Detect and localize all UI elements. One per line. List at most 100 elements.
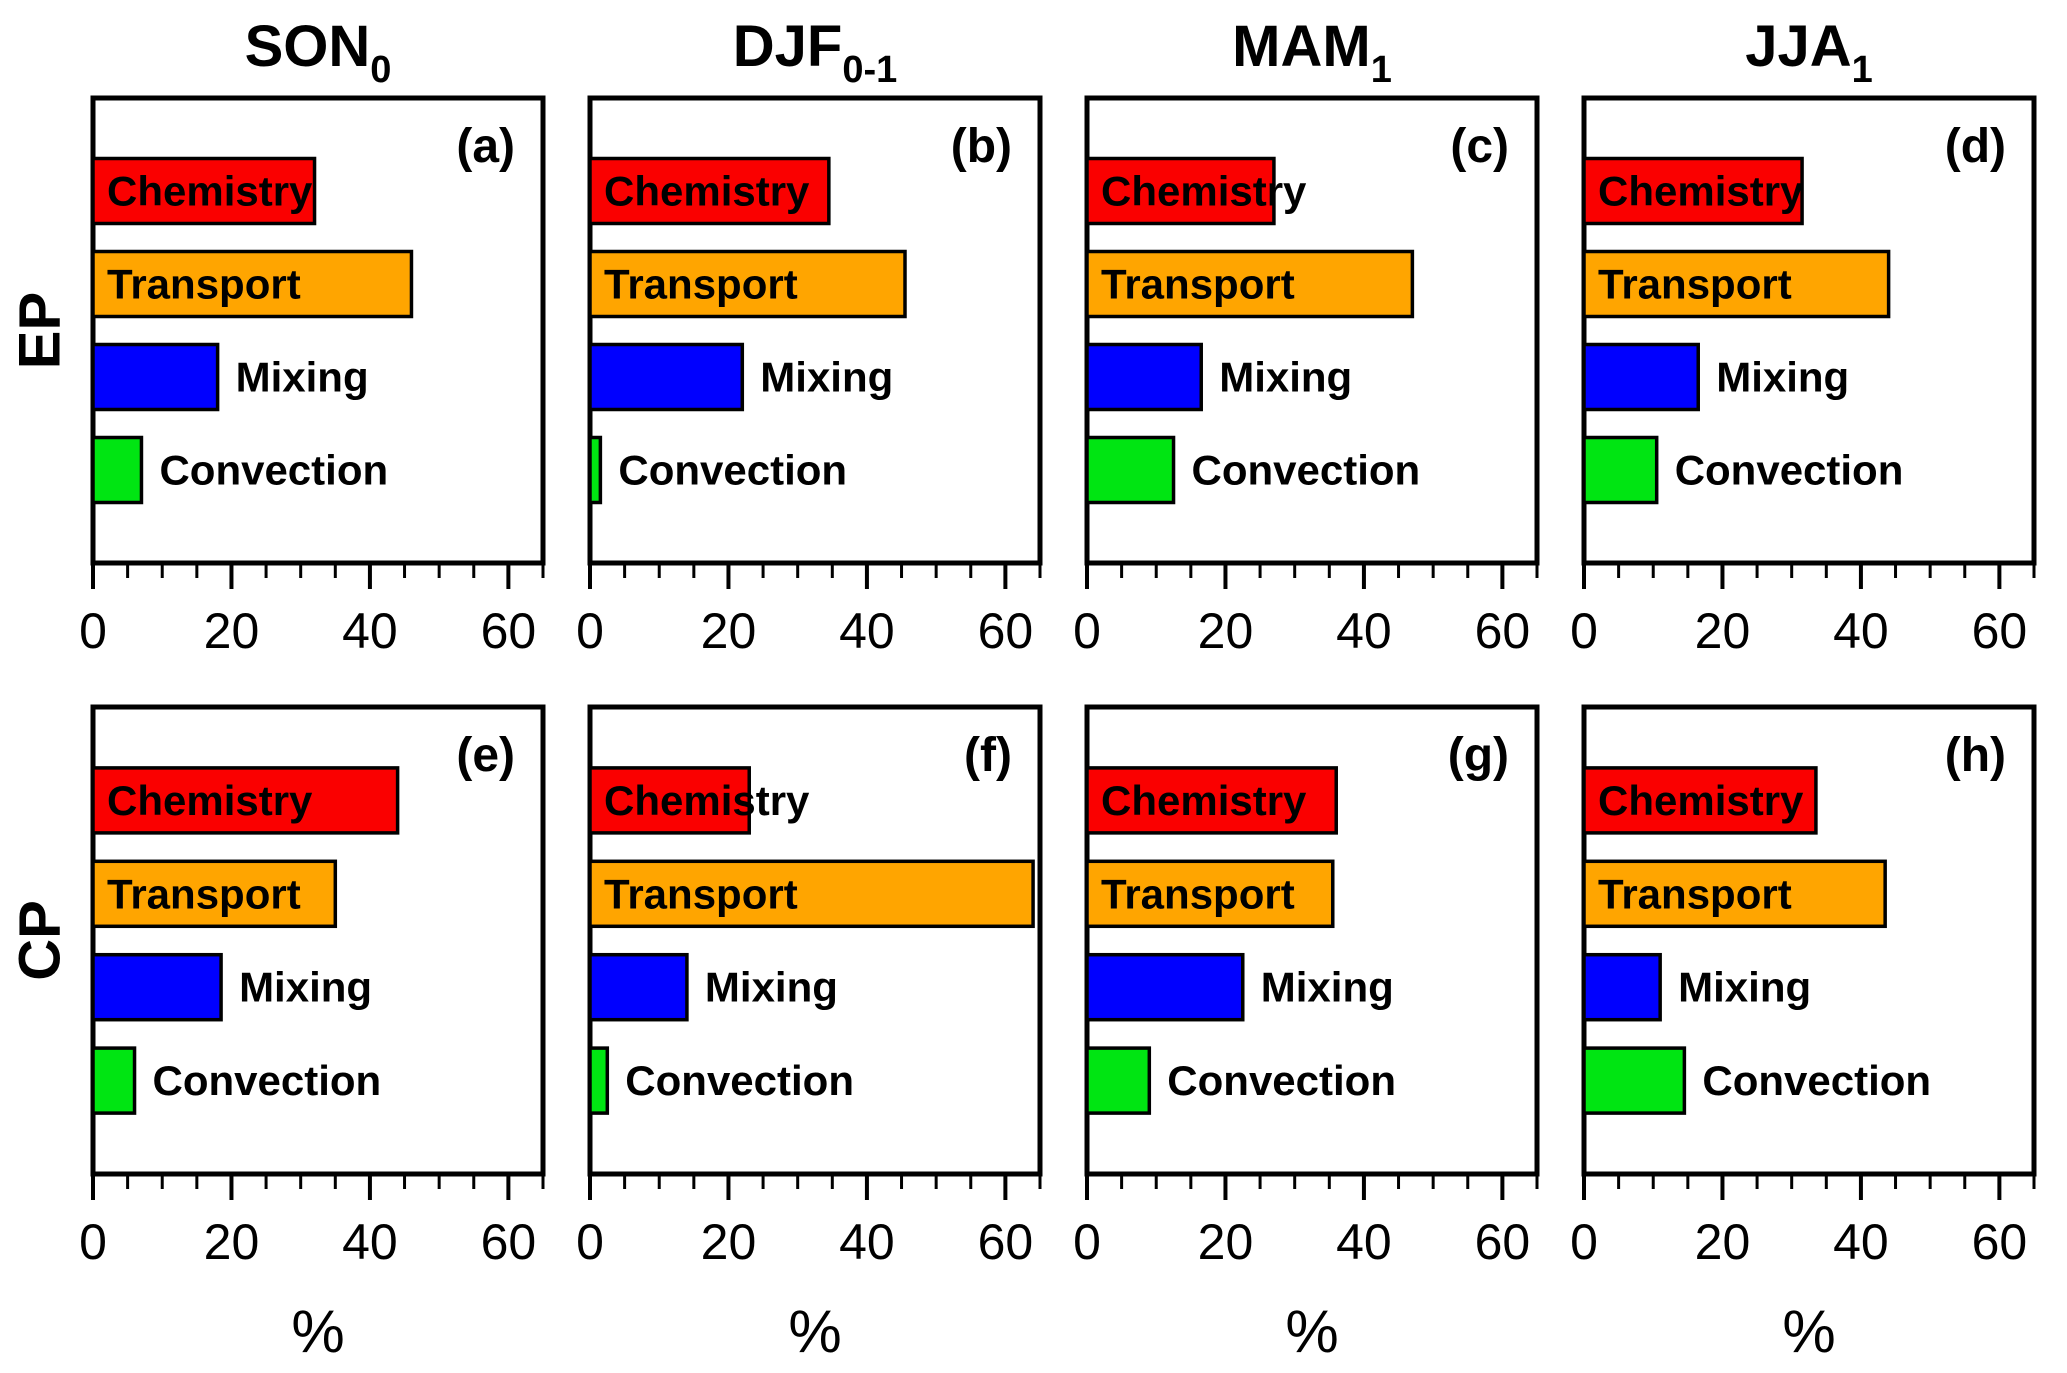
bar-label-ep-jja1-chemistry: Chemistry bbox=[1598, 168, 1804, 215]
column-title-jja1: JJA1 bbox=[1745, 14, 1873, 91]
x-tick-label-cp-jja1-20: 20 bbox=[1695, 1214, 1751, 1270]
bar-ep-jja1-transport bbox=[1582, 249, 1891, 319]
bar-ep-jja1-mixing bbox=[1582, 342, 1700, 412]
x-tick-label-ep-son0-20: 20 bbox=[204, 603, 260, 659]
x-tick-label-ep-son0-0: 0 bbox=[79, 603, 107, 659]
bar-ep-mam1-transport bbox=[1085, 249, 1415, 319]
bar-label-cp-mam1-chemistry: Chemistry bbox=[1101, 777, 1307, 824]
x-axis-ticks-ep-mam1 bbox=[1085, 563, 1539, 589]
panel-cp-djf01: Chemistry Transport Mixing Convection (f) 0 20… bbox=[576, 704, 1043, 1365]
x-axis-label-cp-djf01: % bbox=[788, 1298, 841, 1365]
bar-ep-djf01-convection bbox=[588, 435, 603, 505]
x-tick-label-cp-son0-40: 40 bbox=[342, 1214, 398, 1270]
x-tick-label-ep-son0-40: 40 bbox=[342, 603, 398, 659]
bar-ep-son0-transport bbox=[91, 249, 414, 319]
bar-ep-jja1-chemistry bbox=[1582, 156, 1804, 226]
bar-label-ep-djf01-transport: Transport bbox=[604, 261, 798, 308]
x-tick-label-cp-mam1-20: 20 bbox=[1198, 1214, 1254, 1270]
bar-label-ep-djf01-mixing: Mixing bbox=[760, 354, 893, 401]
x-axis-ticks-ep-jja1 bbox=[1582, 563, 2036, 589]
bar-label-ep-jja1-transport: Transport bbox=[1598, 261, 1792, 308]
x-tick-label-cp-djf01-60: 60 bbox=[978, 1214, 1034, 1270]
bar-cp-djf01-convection bbox=[588, 1046, 610, 1115]
bar-cp-jja1-chemistry bbox=[1582, 766, 1818, 835]
bar-ep-djf01-chemistry bbox=[588, 156, 831, 226]
bar-label-cp-djf01-chemistry: Chemistry bbox=[604, 777, 810, 824]
bar-cp-son0-convection bbox=[91, 1046, 137, 1115]
bar-cp-djf01-mixing bbox=[588, 952, 689, 1022]
x-tick-label-cp-jja1-60: 60 bbox=[1972, 1214, 2028, 1270]
bar-label-ep-mam1-chemistry: Chemistry bbox=[1101, 168, 1307, 215]
bar-label-cp-jja1-chemistry: Chemistry bbox=[1598, 777, 1804, 824]
bar-label-cp-son0-transport: Transport bbox=[107, 870, 301, 917]
row-label-cp: CP bbox=[8, 900, 73, 981]
x-tick-label-cp-mam1-60: 60 bbox=[1475, 1214, 1531, 1270]
x-tick-label-ep-mam1-0: 0 bbox=[1073, 603, 1101, 659]
bar-ep-djf01-mixing bbox=[588, 342, 745, 412]
x-tick-label-cp-mam1-40: 40 bbox=[1336, 1214, 1392, 1270]
bar-label-cp-mam1-mixing: Mixing bbox=[1261, 964, 1394, 1011]
bar-label-cp-djf01-mixing: Mixing bbox=[705, 964, 838, 1011]
panel-letter-ep-jja1: (d) bbox=[1945, 120, 2006, 173]
panel-ep-djf01: Chemistry Transport Mixing Convection (b) 0 20… bbox=[576, 14, 1043, 659]
bar-cp-son0-mixing bbox=[91, 952, 223, 1022]
bar-cp-mam1-transport bbox=[1085, 859, 1335, 929]
x-axis-label-cp-mam1: % bbox=[1285, 1298, 1338, 1365]
bar-label-ep-son0-mixing: Mixing bbox=[236, 354, 369, 401]
bar-label-ep-son0-convection: Convection bbox=[159, 447, 388, 494]
x-axis-ticks-ep-djf01 bbox=[588, 563, 1042, 589]
x-tick-label-ep-djf01-60: 60 bbox=[978, 603, 1034, 659]
bar-ep-son0-mixing bbox=[91, 342, 220, 412]
bar-label-cp-jja1-mixing: Mixing bbox=[1678, 964, 1811, 1011]
bar-cp-jja1-mixing bbox=[1582, 952, 1662, 1022]
x-tick-label-ep-mam1-40: 40 bbox=[1336, 603, 1392, 659]
bar-label-cp-son0-chemistry: Chemistry bbox=[107, 777, 313, 824]
x-axis-label-cp-jja1: % bbox=[1782, 1298, 1835, 1365]
panel-letter-ep-mam1: (c) bbox=[1450, 120, 1509, 173]
bar-label-cp-jja1-transport: Transport bbox=[1598, 870, 1792, 917]
bar-cp-jja1-convection bbox=[1582, 1046, 1687, 1115]
panel-letter-ep-djf01: (b) bbox=[951, 120, 1012, 173]
panel-letter-cp-son0: (e) bbox=[456, 729, 515, 782]
bar-label-ep-son0-transport: Transport bbox=[107, 261, 301, 308]
x-tick-label-cp-jja1-40: 40 bbox=[1833, 1214, 1889, 1270]
column-title-djf01: DJF0-1 bbox=[733, 14, 898, 91]
bar-ep-son0-convection bbox=[91, 435, 144, 505]
panel-letter-cp-jja1: (h) bbox=[1945, 729, 2006, 782]
x-tick-label-cp-son0-20: 20 bbox=[204, 1214, 260, 1270]
x-tick-label-cp-son0-60: 60 bbox=[481, 1214, 537, 1270]
bar-label-cp-djf01-transport: Transport bbox=[604, 870, 798, 917]
panel-cp-son0: Chemistry Transport Mixing Convection (e) 0 20… bbox=[79, 704, 546, 1365]
x-tick-label-ep-jja1-0: 0 bbox=[1570, 603, 1598, 659]
bar-cp-jja1-transport bbox=[1582, 859, 1887, 929]
column-title-mam1: MAM1 bbox=[1232, 14, 1392, 91]
bar-label-cp-mam1-convection: Convection bbox=[1167, 1057, 1396, 1104]
x-tick-label-cp-jja1-0: 0 bbox=[1570, 1214, 1598, 1270]
x-tick-label-ep-mam1-20: 20 bbox=[1198, 603, 1254, 659]
row-label-ep: EP bbox=[8, 292, 73, 369]
x-tick-label-ep-djf01-20: 20 bbox=[701, 603, 757, 659]
bar-label-ep-mam1-mixing: Mixing bbox=[1219, 354, 1352, 401]
x-tick-label-cp-mam1-0: 0 bbox=[1073, 1214, 1101, 1270]
bar-label-ep-mam1-transport: Transport bbox=[1101, 261, 1295, 308]
x-tick-label-cp-djf01-20: 20 bbox=[701, 1214, 757, 1270]
bar-cp-son0-transport bbox=[91, 859, 338, 929]
x-axis-label-cp-son0: % bbox=[291, 1298, 344, 1365]
bar-label-ep-mam1-convection: Convection bbox=[1192, 447, 1421, 494]
bar-label-ep-djf01-chemistry: Chemistry bbox=[604, 168, 810, 215]
bar-ep-jja1-convection bbox=[1582, 435, 1659, 505]
panel-border-cp-djf01 bbox=[587, 704, 1043, 1177]
x-tick-label-ep-jja1-20: 20 bbox=[1695, 603, 1751, 659]
x-axis-ticks-cp-son0 bbox=[91, 1174, 545, 1200]
x-tick-label-ep-djf01-0: 0 bbox=[576, 603, 604, 659]
x-axis-ticks-cp-jja1 bbox=[1582, 1174, 2036, 1200]
panel-letter-cp-djf01: (f) bbox=[964, 729, 1012, 782]
x-axis-ticks-ep-son0 bbox=[91, 563, 545, 589]
panel-cp-jja1: Chemistry Transport Mixing Convection (h) 0 20… bbox=[1570, 704, 2037, 1365]
bar-label-cp-djf01-convection: Convection bbox=[625, 1057, 854, 1104]
bar-ep-mam1-mixing bbox=[1085, 342, 1203, 412]
bar-cp-mam1-chemistry bbox=[1085, 766, 1338, 835]
x-tick-label-cp-djf01-0: 0 bbox=[576, 1214, 604, 1270]
